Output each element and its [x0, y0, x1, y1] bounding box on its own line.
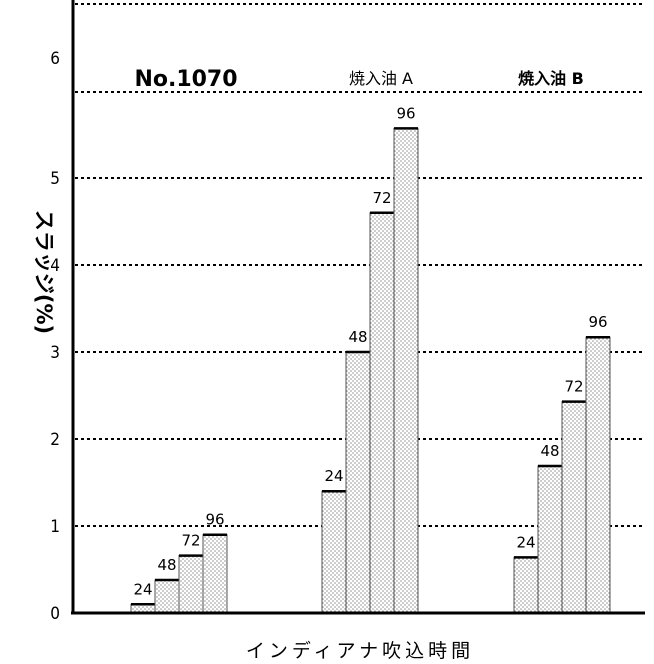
y-tick-label: 6	[50, 49, 60, 69]
bar	[393, 127, 419, 614]
bar-data-label: 96	[396, 104, 415, 122]
y-tick-label: 5	[50, 169, 60, 189]
bar	[202, 534, 228, 614]
bar-data-label: 24	[516, 533, 535, 551]
data-labels: 24 48 72 96 24 48 72 96 24 48 72 96	[133, 104, 607, 598]
bar	[369, 212, 395, 614]
bar	[178, 555, 204, 614]
bar-data-label: 24	[133, 580, 152, 598]
bar-data-label: 48	[157, 556, 176, 574]
group-labels: No.1070 焼入油 A 焼入油 B	[134, 67, 583, 92]
y-tick-label: 0	[50, 604, 60, 624]
group-label: 焼入油 B	[518, 69, 584, 88]
bar	[345, 351, 371, 614]
bar	[321, 490, 347, 614]
bar	[154, 579, 180, 614]
group-label: No.1070	[134, 67, 237, 92]
y-tick-label: 1	[50, 517, 60, 537]
bar-data-label: 72	[181, 532, 200, 550]
bar	[513, 556, 539, 614]
y-tick-label: 2	[50, 430, 60, 450]
y-tick-label: 4	[50, 256, 60, 276]
bar-data-label: 48	[348, 328, 367, 346]
bar-data-label: 96	[588, 313, 607, 331]
group-label: 焼入油 A	[349, 69, 413, 88]
bar	[585, 336, 611, 614]
bar-data-label: 72	[564, 378, 583, 396]
bar-data-label: 72	[372, 189, 391, 207]
bar-data-label: 24	[324, 467, 343, 485]
bars	[130, 127, 611, 614]
bar	[561, 401, 587, 614]
x-axis-label: インディアナ吹込時間	[246, 640, 474, 662]
y-axis-label: スラッジ(%)	[32, 210, 56, 334]
y-tick-label: 3	[50, 343, 60, 363]
bar-data-label: 96	[205, 511, 224, 529]
bar	[537, 465, 563, 614]
y-tick-labels: 0 1 2 3 4 5 6	[50, 49, 60, 624]
bar-data-label: 48	[540, 442, 559, 460]
